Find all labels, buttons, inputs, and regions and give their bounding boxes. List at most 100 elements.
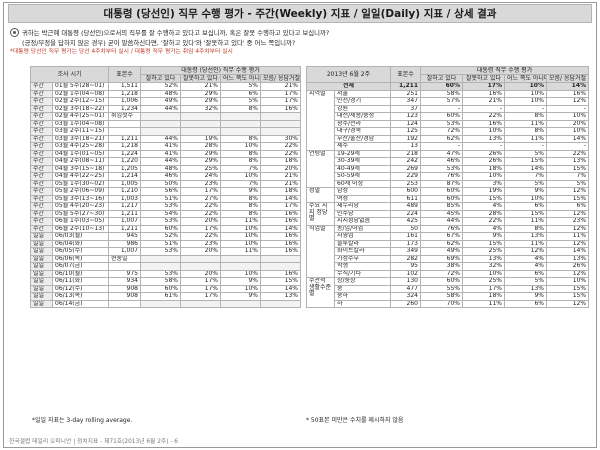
row-value bbox=[140, 112, 181, 121]
row-value: 9% bbox=[220, 292, 261, 301]
row-value: 10% bbox=[462, 172, 505, 181]
row-type: 주간 bbox=[30, 134, 53, 143]
row-type: 일일 bbox=[30, 247, 53, 256]
demographic-table: 2013년 6월 2주 표본수 대통령 직무 수행 평가 잘하고 있다 잘못하고… bbox=[306, 66, 590, 308]
row-value: 25% bbox=[180, 164, 221, 173]
total-value: 14% bbox=[545, 82, 590, 91]
row-value: 18% bbox=[260, 157, 301, 166]
row-value: 17% bbox=[180, 277, 221, 286]
total-value: 60% bbox=[420, 82, 463, 91]
row-value: 44% bbox=[420, 217, 463, 226]
row-label: 대전/세종/충청 bbox=[334, 112, 391, 121]
row-sample-size: 229 bbox=[390, 172, 421, 181]
header-col: 모름/ 응답거절 bbox=[260, 74, 301, 83]
row-period: 05월 4주(20~23) bbox=[52, 202, 109, 211]
total-row: 전체 1,211 60% 17% 10% 14% bbox=[306, 82, 590, 91]
row-value: 8% bbox=[504, 224, 547, 233]
row-value: 12% bbox=[545, 97, 590, 106]
row-sample-size: 124 bbox=[390, 119, 421, 128]
row-value: 51% bbox=[140, 239, 181, 248]
row-value: 24% bbox=[180, 172, 221, 181]
row-period: 04월 1주(01~05) bbox=[52, 149, 109, 158]
row-value: 44% bbox=[140, 134, 181, 143]
row-label: 부산/울산/경남 bbox=[334, 134, 391, 143]
row-value: 5% bbox=[220, 82, 261, 91]
row-value: 52% bbox=[140, 82, 181, 91]
row-value: 53% bbox=[140, 202, 181, 211]
row-value: 17% bbox=[260, 97, 301, 106]
row-value: 20% bbox=[180, 269, 221, 278]
row-value: 13% bbox=[462, 254, 505, 263]
row-value: 11% bbox=[504, 134, 547, 143]
table-row: 일일 06/05(수) 1,007 53% 20% 11% 16% bbox=[30, 247, 301, 256]
row-sample-size: 1,218 bbox=[108, 142, 141, 151]
header-col: 어느 쪽도 아니다 bbox=[220, 74, 261, 83]
row-value: 87% bbox=[420, 179, 463, 188]
row-value: 12% bbox=[545, 187, 590, 196]
row-value: 11% bbox=[220, 247, 261, 256]
row-value: 5% bbox=[504, 179, 547, 188]
row-value: 12% bbox=[504, 247, 547, 256]
row-sample-size: 161 bbox=[390, 232, 421, 241]
row-value: 9% bbox=[220, 187, 261, 196]
row-sample-size: 1,211 bbox=[108, 224, 141, 233]
row-sample-size: 192 bbox=[390, 134, 421, 143]
row-value: 21% bbox=[180, 82, 221, 91]
row-sample-size: 349 bbox=[390, 247, 421, 256]
row-value: 13% bbox=[545, 254, 590, 263]
row-label: 제주 bbox=[334, 142, 391, 151]
row-value: 12% bbox=[545, 224, 590, 233]
row-value: 76% bbox=[420, 224, 463, 233]
survey-question: 귀하는 박근혜 대통령 (당선인)으로서의 직무를 잘 수행하고 있다고 보십니… bbox=[10, 26, 590, 58]
row-label: 새누리당 bbox=[334, 202, 391, 211]
row-value: 5% bbox=[220, 97, 261, 106]
row-value: 9% bbox=[220, 277, 261, 286]
row-value: 70% bbox=[420, 299, 463, 308]
table-row: 대구/경북 125 72% 10% 8% 10% bbox=[307, 127, 590, 136]
row-value bbox=[260, 119, 301, 128]
row-label: 농/임/어업 bbox=[334, 224, 391, 233]
row-value: 53% bbox=[420, 164, 463, 173]
row-value bbox=[220, 127, 261, 136]
row-period: 05월 1주(30~02) bbox=[52, 179, 109, 188]
row-label: 60세 이상 bbox=[334, 179, 391, 188]
row-label: 무직/기타 bbox=[334, 269, 391, 278]
row-value: 13% bbox=[260, 292, 301, 301]
row-value: 19% bbox=[462, 187, 505, 196]
row-type: 일일 bbox=[30, 239, 53, 248]
table-row: 일일 06/12(수) 908 60% 17% 10% 14% bbox=[30, 284, 301, 293]
row-value: 11% bbox=[545, 232, 590, 241]
total-value: 17% bbox=[462, 82, 505, 91]
row-value: 23% bbox=[180, 239, 221, 248]
row-value: 10% bbox=[504, 194, 547, 203]
row-value: 14% bbox=[260, 284, 301, 293]
row-value bbox=[140, 299, 181, 308]
table-row: 주간 04월 2주(08~11) 1,220 44% 29% 8% 18% bbox=[30, 157, 301, 166]
row-label: 대구/경북 bbox=[334, 127, 391, 136]
row-sample-size: 986 bbox=[108, 239, 141, 248]
row-label: 19-29세 bbox=[334, 149, 391, 158]
row-type: 주간 bbox=[30, 142, 53, 151]
row-type: 주간 bbox=[30, 82, 53, 91]
table-row: 민주당 224 45% 28% 15% 12% bbox=[307, 209, 590, 218]
header-col: 잘하고 있다 bbox=[420, 74, 463, 83]
table-row: 일일 06/14(금) bbox=[30, 299, 301, 308]
row-value: 7% bbox=[220, 164, 261, 173]
question-note: *대통령 당선인 직무 평가는 당선 4주차부터 실시 / 대통령 직무 평가는… bbox=[10, 49, 233, 56]
row-value: 8% bbox=[504, 127, 547, 136]
row-value: 20% bbox=[180, 247, 221, 256]
row-value: 16% bbox=[260, 232, 301, 241]
table-row: 주간 02월 2주(12~15) 1,006 49% 29% 5% 17% bbox=[30, 97, 301, 106]
row-type: 주간 bbox=[30, 194, 53, 203]
row-value: 48% bbox=[140, 164, 181, 173]
row-period: 05월 3주(13~16) bbox=[52, 194, 109, 203]
row-value: 17% bbox=[180, 284, 221, 293]
row-value bbox=[260, 112, 301, 121]
row-value: 8% bbox=[220, 194, 261, 203]
row-sample-size: 1,006 bbox=[108, 97, 141, 106]
row-value: 46% bbox=[140, 172, 181, 181]
row-period: 06/12(수) bbox=[52, 284, 109, 293]
row-value: 16% bbox=[545, 89, 590, 98]
row-value: 58% bbox=[420, 292, 463, 301]
row-value: - bbox=[462, 104, 505, 113]
